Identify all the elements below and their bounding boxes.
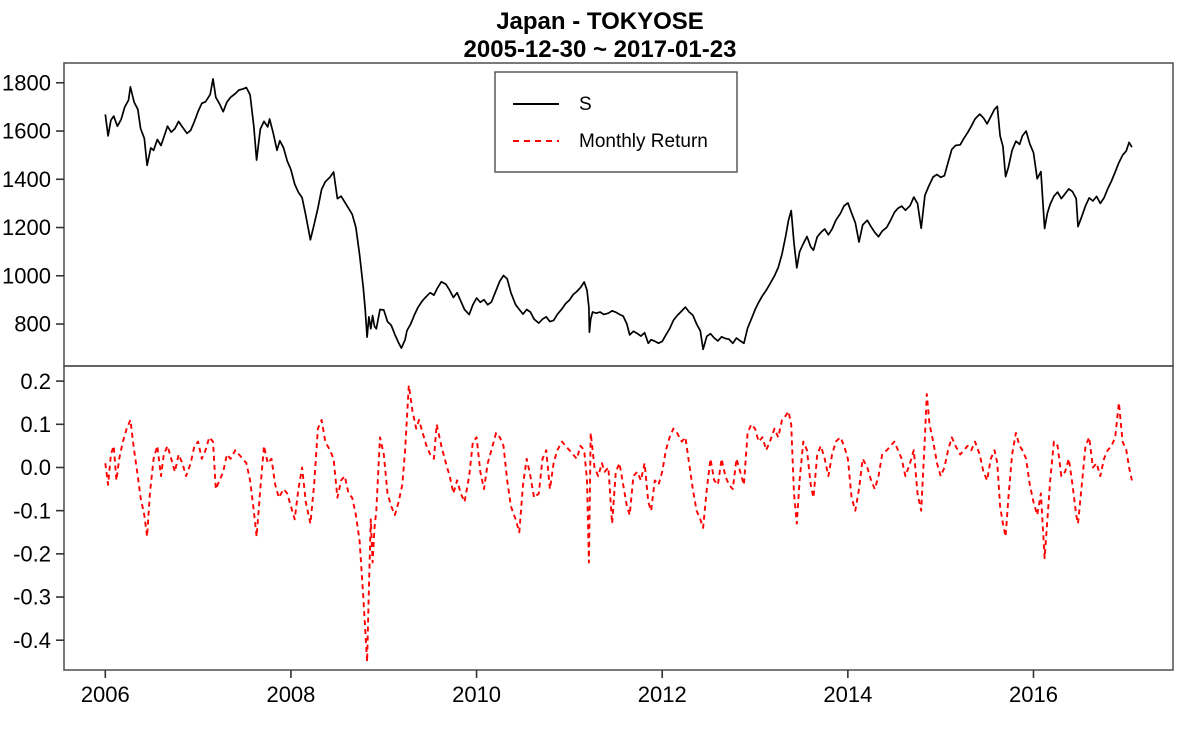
price-y-axis-tick-label: 1200 <box>2 215 51 240</box>
x-axis-tick-label: 2014 <box>823 682 872 707</box>
legend-border <box>494 71 738 173</box>
price-y-axis-tick-label: 1000 <box>2 263 51 288</box>
monthly_return-y-axis-tick-label: 0.0 <box>20 455 51 480</box>
price-series-line <box>104 78 1133 351</box>
x-axis-tick-label: 2008 <box>266 682 315 707</box>
monthly_return-y-axis-tick-label: -0.2 <box>13 542 51 567</box>
x-axis-tick-label: 2012 <box>638 682 687 707</box>
x-axis-tick-label: 2016 <box>1009 682 1058 707</box>
chart-subtitle: 2005-12-30 ~ 2017-01-23 <box>464 36 737 63</box>
monthly-return-series-line <box>104 384 1133 663</box>
legend-label-monthly-return: Monthly Return <box>579 131 708 152</box>
monthly_return-y-axis-tick-label: -0.3 <box>13 585 51 610</box>
monthly_return-y-axis-tick-label: -0.1 <box>13 498 51 523</box>
monthly_return-panel-box <box>63 365 1174 671</box>
price-y-axis-tick-label: 1600 <box>2 119 51 144</box>
price-y-axis-tick-label: 1800 <box>2 70 51 95</box>
price-y-axis-tick-label: 1400 <box>2 167 51 192</box>
price-y-axis-tick-label: 800 <box>14 312 51 337</box>
chart-title: Japan - TOKYOSE <box>496 8 704 35</box>
x-axis-tick-label: 2006 <box>81 682 130 707</box>
monthly_return-y-axis-tick-label: 0.1 <box>20 412 51 437</box>
monthly_return-y-axis-tick-label: -0.4 <box>13 628 51 653</box>
x-axis-tick-label: 2010 <box>452 682 501 707</box>
monthly_return-y-axis-tick-label: 0.2 <box>20 369 51 394</box>
plot-area: 800 1000 1200 1400 1600 1800 0.2 0.1 0.0 -0.1 -0.2… <box>2 62 1174 707</box>
legend-label-s: S <box>579 94 592 115</box>
legend-box: S Monthly Return <box>494 71 738 173</box>
